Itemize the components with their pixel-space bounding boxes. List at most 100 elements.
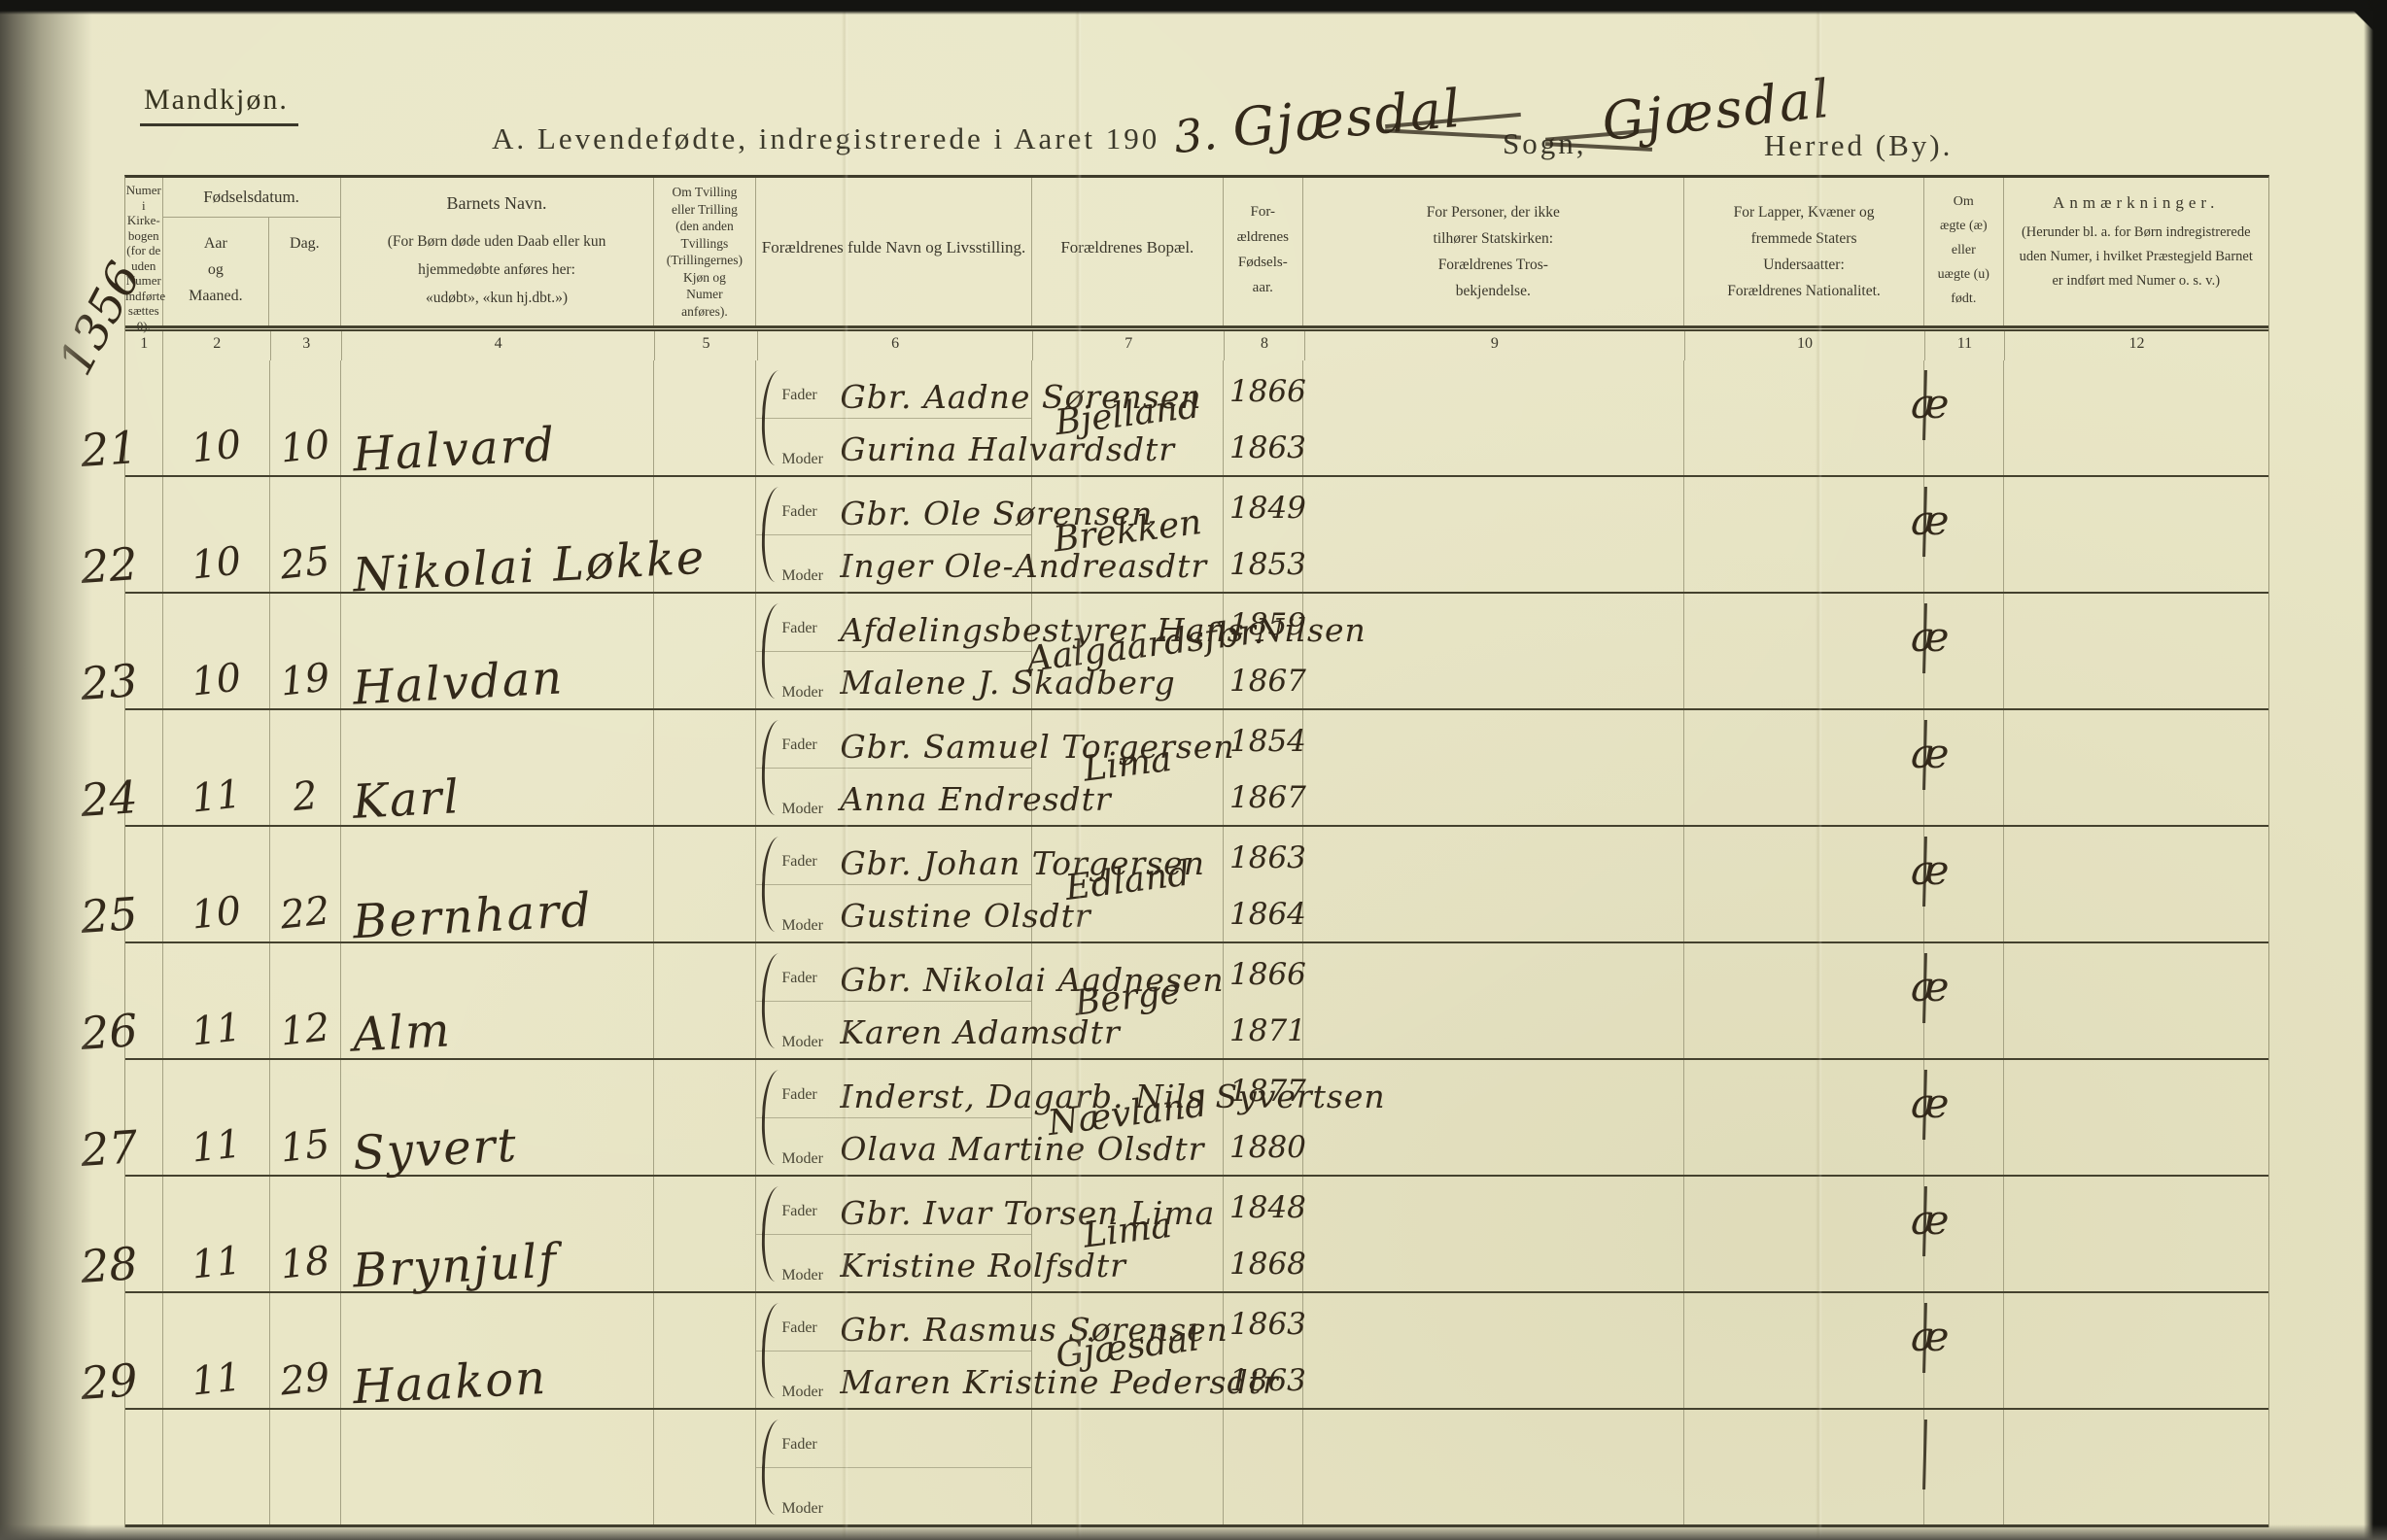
birth-day-value: 18 bbox=[277, 1238, 332, 1288]
child-name-cell bbox=[341, 1410, 654, 1524]
child-name-value: Halvard bbox=[351, 417, 558, 483]
birth-month-value: 11 bbox=[189, 1005, 243, 1055]
entry-number-value: 24 bbox=[79, 770, 140, 827]
father-label: Fader bbox=[781, 970, 817, 986]
column-number: 7 bbox=[1033, 331, 1226, 360]
parents-cell: Fader Gbr. Ivar Torsen Lima Moder Kristine … bbox=[756, 1177, 1214, 1292]
birth-month-value: 11 bbox=[189, 771, 243, 822]
mother-line: Moder Kristine Rolfsdtr bbox=[756, 1235, 1125, 1292]
birth-day-value: 10 bbox=[277, 422, 332, 472]
father-line: Fader Gbr. Samuel Torgersen bbox=[756, 710, 1234, 769]
table-row: 22 10 25 Nikolai Løkke Fader Gbr. Ole Sørense… bbox=[79, 477, 2268, 602]
father-label: Fader bbox=[781, 1086, 817, 1103]
parents-cell: Fader Afdelingsbestyrer Hans Nilsen Moder M… bbox=[756, 594, 1366, 708]
parents-cell: Fader Gbr. Aadne Sørensen Moder Gurina Halv… bbox=[756, 360, 1201, 476]
twin-cell bbox=[654, 477, 757, 592]
birth-day-value: 29 bbox=[277, 1354, 332, 1405]
child-name-cell: Bernhard bbox=[341, 827, 654, 949]
legitimacy-value: æ bbox=[1911, 1196, 1950, 1244]
legitimacy-value: æ bbox=[1911, 730, 1950, 777]
entry-number-value: 28 bbox=[79, 1237, 140, 1293]
father-birthyear-value: 1859 bbox=[1229, 607, 1306, 642]
residence-cell: Edland bbox=[1032, 827, 1224, 941]
birth-month-value: 11 bbox=[189, 1238, 243, 1288]
legitimacy-cell bbox=[1922, 1410, 2004, 1524]
parents-cell: Fader Gbr. Johan Torgersen Moder Gustine Ol… bbox=[756, 827, 1204, 941]
child-name-value: Brynjulf bbox=[351, 1233, 560, 1299]
mother-birthyear-value: 1867 bbox=[1229, 780, 1306, 815]
faith-cell bbox=[1303, 477, 1685, 592]
mother-label: Moder bbox=[781, 684, 823, 701]
child-name-cell: Karl bbox=[341, 710, 654, 830]
legitimacy-cell: æ bbox=[1911, 1060, 2004, 1175]
birthyear-cell: 1866 1871 bbox=[1224, 943, 1306, 1058]
entry-number-cell: 23 bbox=[79, 594, 163, 710]
birthyear-cell bbox=[1224, 1410, 1303, 1524]
father-birthyear-value: 1877 bbox=[1229, 1074, 1306, 1109]
header-faith: For Personer, der ikke tilhører Statskir… bbox=[1303, 178, 1685, 325]
faith-cell bbox=[1303, 943, 1685, 1058]
nationality-cell bbox=[1684, 1177, 1925, 1291]
struck-out-word bbox=[1385, 97, 1521, 154]
legitimacy-value: æ bbox=[1911, 380, 1950, 428]
father-line: Fader Gbr. Nikolai Aadnesen bbox=[756, 943, 1224, 1002]
father-label: Fader bbox=[781, 1436, 817, 1453]
birth-month-cell bbox=[163, 1410, 270, 1524]
header-day: Dag. bbox=[290, 235, 320, 252]
mother-birthyear-value: 1853 bbox=[1229, 547, 1306, 582]
mother-line: Moder Karen Adamsdtr bbox=[756, 1002, 1119, 1059]
table-row: 24 11 2 Karl Fader Gbr. Samuel Torgersen Moder… bbox=[79, 710, 2268, 830]
nationality-cell bbox=[1684, 594, 1925, 708]
father-name-value: Afdelingsbestyrer Hans Nilsen bbox=[840, 611, 1366, 649]
birth-day-value: 12 bbox=[277, 1005, 332, 1055]
table-header: Numer i Kirke- bogen (for de uden Numer … bbox=[125, 178, 2268, 333]
mother-name-value: Gurina Halvardsdtr bbox=[840, 430, 1176, 468]
birth-day-value: 2 bbox=[290, 772, 320, 821]
legitimacy-value: æ bbox=[1911, 1313, 1950, 1360]
birth-day-cell: 22 bbox=[270, 827, 341, 941]
remarks-cell bbox=[2004, 1177, 2268, 1291]
header-year-month: Aar og Maaned. bbox=[163, 218, 270, 325]
father-birthyear-value: 1848 bbox=[1229, 1190, 1306, 1225]
residence-cell: Aalgaardsfbr. bbox=[1024, 594, 1265, 708]
mother-name-value: Gustine Olsdtr bbox=[840, 897, 1091, 935]
faith-cell bbox=[1303, 710, 1685, 825]
twin-cell bbox=[654, 943, 757, 1058]
header-parents-name: Forældrenes fulde Navn og Livsstilling. bbox=[756, 178, 1032, 325]
header-birthdate-title: Fødselsdatum. bbox=[162, 178, 340, 218]
nationality-cell bbox=[1684, 1293, 1925, 1408]
faith-cell bbox=[1303, 1060, 1685, 1175]
parents-cell: Fader Inderst, Dagarb. Nils Syvertsen Mode… bbox=[756, 1060, 1385, 1175]
father-birthyear-value: 1863 bbox=[1229, 840, 1306, 875]
father-label: Fader bbox=[781, 503, 817, 520]
sex-section-label: Mandkjøn. bbox=[140, 84, 298, 126]
column-number: 9 bbox=[1305, 331, 1686, 360]
father-line: Fader Gbr. Rasmus Sørensen bbox=[756, 1293, 1228, 1352]
faith-cell bbox=[1303, 1177, 1685, 1291]
birth-day-value: 19 bbox=[277, 655, 332, 705]
residence-cell: Nævland bbox=[1032, 1060, 1224, 1175]
twin-cell bbox=[654, 594, 757, 708]
mother-label: Moder bbox=[781, 917, 823, 934]
column-number: 3 bbox=[271, 331, 343, 360]
column-number: 2 bbox=[163, 331, 272, 360]
birth-day-cell: 10 bbox=[270, 360, 341, 475]
remarks-cell bbox=[2004, 827, 2268, 941]
struck-out-word bbox=[1545, 115, 1652, 163]
father-name-value: Gbr. Ole Sørensen bbox=[840, 495, 1154, 532]
table-row: 28 11 18 Brynjulf Fader Gbr. Ivar Torsen Lima… bbox=[79, 1177, 2268, 1298]
mother-line: Moder bbox=[756, 1468, 1030, 1525]
mother-name-value: Maren Kristine Pedersdtr bbox=[840, 1363, 1279, 1401]
birth-day-cell: 29 bbox=[270, 1293, 341, 1408]
child-name-cell: Nikolai Løkke bbox=[341, 477, 707, 602]
mother-line: Moder Gurina Halvardsdtr bbox=[756, 419, 1174, 476]
parents-cell: Fader Gbr. Samuel Torgersen Moder Anna Endr… bbox=[756, 710, 1234, 825]
faith-cell bbox=[1303, 1293, 1685, 1408]
twin-cell bbox=[654, 1410, 757, 1524]
father-birthyear-value: 1854 bbox=[1229, 724, 1306, 759]
birth-month-value: 10 bbox=[189, 655, 243, 705]
entry-number-cell: 29 bbox=[79, 1293, 163, 1410]
father-line: Fader Gbr. Ivar Torsen Lima bbox=[756, 1177, 1214, 1235]
